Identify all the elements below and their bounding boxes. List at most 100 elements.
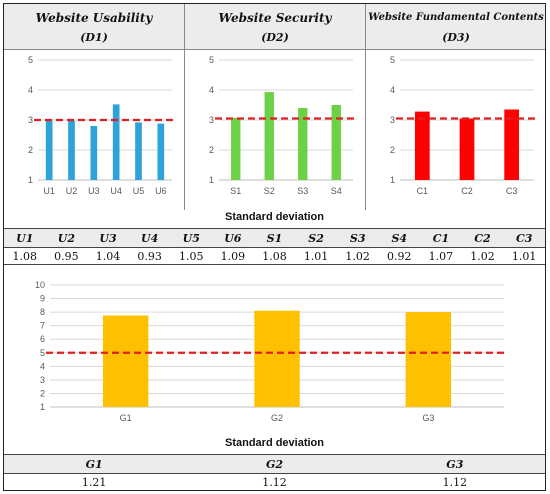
- x-tick-label: G3: [422, 413, 434, 423]
- x-tick-label: U4: [110, 186, 122, 196]
- fundamental-contents-bar-chart: 1 2 3 4 5 C1 C2 C3: [390, 55, 538, 196]
- sd-top-value-cell-2: 1.04: [95, 249, 121, 263]
- sd-bottom-value-cell-0: 1.21: [81, 475, 107, 489]
- bar-s2: [264, 92, 274, 180]
- sd-top-value-cell-12: 1.01: [511, 249, 537, 263]
- sd-bottom-header-cell-1: G2: [184, 454, 365, 474]
- panel-title-d1: Website Usability (D1): [4, 8, 184, 48]
- y-tick-label: 6: [40, 334, 45, 344]
- y-tick-label: 5: [40, 348, 45, 358]
- bar-u5: [135, 122, 142, 180]
- y-tick-label: 10: [35, 280, 45, 290]
- bar-u1: [45, 120, 53, 180]
- sd-top-value-cell-0: 1.08: [12, 249, 38, 263]
- sd-top-value-cell-5: 1.09: [220, 249, 246, 263]
- bar-u4: [112, 104, 120, 180]
- bar-c1: [414, 111, 430, 180]
- panel-divider-1: [184, 4, 185, 210]
- sd-top-value-cell-8: 1.02: [345, 249, 370, 263]
- y-tick-label: 8: [40, 307, 45, 317]
- x-tick-label: U2: [66, 186, 78, 196]
- bar-u6: [157, 123, 165, 180]
- sd-top-header-cell-2: U3: [87, 228, 129, 248]
- y-tick-label: 9: [40, 294, 45, 304]
- x-tick-label: C1: [417, 186, 429, 196]
- x-tick-label: S1: [230, 186, 241, 196]
- bar-s4: [331, 105, 341, 180]
- overall-bar-chart: 1 2 3 4 5 6 7 8 9 10 G1 G2 G3: [35, 280, 508, 423]
- sd-top-header-cell-10: C1: [420, 228, 462, 248]
- y-tick-label: 4: [40, 361, 45, 371]
- sd-bottom-header-cell-0: G1: [4, 454, 185, 474]
- sd-caption-bottom: Standard deviation: [224, 437, 325, 449]
- sd-top-value-cell-1: 0.95: [54, 249, 79, 263]
- x-tick-label: C2: [461, 186, 473, 196]
- y-tick-label: 7: [40, 321, 45, 331]
- y-tick-label: 3: [390, 115, 395, 125]
- sd-table-top: U1 U2 U3 U4 U5 U6 S1 S2 S3 S4 C1 C2 C3 1.08 0.95 1.04 0…: [4, 228, 545, 264]
- y-tick-label: 5: [390, 55, 395, 65]
- sd-top-header-cell-12: C3: [503, 228, 545, 248]
- x-tick-label: U5: [133, 186, 145, 196]
- panel-subtitle-d1: (D1): [80, 31, 108, 44]
- y-tick-label: 3: [209, 115, 214, 125]
- bar-g2: [254, 310, 300, 407]
- y-tick-label: 1: [40, 402, 45, 412]
- y-tick-label: 2: [40, 388, 45, 398]
- sd-table-bottom: G1 G2 G3 1.21 1.12 1.12: [4, 454, 545, 490]
- y-tick-label: 4: [28, 85, 33, 95]
- x-tick-label: U1: [43, 186, 55, 196]
- y-tick-label: 3: [40, 375, 45, 385]
- panel-title-d2-text: Website Security: [218, 11, 332, 25]
- y-tick-label: 2: [209, 145, 214, 155]
- panel-subtitle-d2: (D2): [261, 31, 289, 44]
- sd-top-value-cell-6: 1.08: [262, 249, 287, 263]
- section-divider: [4, 264, 545, 265]
- y-tick-label: 3: [28, 115, 33, 125]
- sd-table-bottom-values: 1.21 1.12 1.12: [4, 474, 545, 491]
- sd-top-value-cell-9: 0.92: [387, 249, 412, 263]
- security-bar-chart: 1 2 3 4 5 S1 S2 S3 S4: [209, 55, 357, 196]
- sd-top-header-cell-7: S2: [295, 228, 337, 248]
- sd-top-value-cell-3: 0.93: [137, 249, 162, 263]
- sd-top-header-cell-8: S3: [336, 228, 379, 248]
- panel-divider-2: [365, 4, 366, 210]
- y-tick-label: 5: [28, 55, 33, 65]
- sd-bottom-value-cell-2: 1.12: [442, 475, 468, 489]
- x-tick-label: S4: [331, 186, 342, 196]
- panel-title-d3-text: Website Fundamental Contents: [368, 12, 544, 23]
- panel-title-d3: Website Fundamental Contents (D3): [366, 8, 546, 48]
- y-tick-label: 2: [390, 145, 395, 155]
- y-tick-label: 4: [209, 85, 214, 95]
- y-tick-label: 2: [28, 145, 33, 155]
- panel-title-d1-text: Website Usability: [35, 11, 153, 25]
- x-tick-label: C3: [506, 186, 518, 196]
- panel-header-band: [4, 4, 545, 50]
- sd-table-bottom-header: G1 G2 G3: [4, 454, 545, 474]
- y-tick-label: 1: [209, 175, 214, 185]
- x-tick-label: U3: [88, 186, 100, 196]
- usability-bar-chart: 1 2 3 4 5 U1 U2 U3 U4 U5 U6: [28, 55, 176, 196]
- sd-top-header-cell-1: U2: [45, 228, 88, 248]
- x-tick-label: S3: [297, 186, 308, 196]
- y-tick-label: 1: [28, 175, 33, 185]
- bar-s3: [298, 108, 308, 180]
- bar-u3: [90, 126, 98, 180]
- sd-bottom-header-cell-2: G3: [364, 454, 545, 474]
- sd-top-value-cell-4: 1.05: [178, 249, 204, 263]
- sd-table-top-values: 1.08 0.95 1.04 0.93 1.05 1.09 1.08 1.01 1.02 0.92…: [4, 248, 545, 265]
- x-tick-label: G1: [120, 413, 132, 423]
- sd-top-value-cell-10: 1.07: [428, 249, 454, 263]
- sd-bottom-value-cell-1: 1.12: [262, 475, 287, 489]
- y-tick-label: 4: [390, 85, 395, 95]
- figure-frame: Website Usability (D1) Website Security …: [3, 3, 546, 491]
- sd-table-top-header: U1 U2 U3 U4 U5 U6 S1 S2 S3 S4 C1 C2 C3: [4, 228, 545, 248]
- bar-g1: [102, 315, 149, 407]
- bar-c3: [504, 109, 520, 180]
- sd-top-value-cell-7: 1.01: [303, 249, 329, 263]
- sd-top-header-cell-11: C2: [461, 228, 504, 248]
- sd-top-header-cell-5: U6: [212, 228, 254, 248]
- sd-top-header-cell-3: U4: [128, 228, 171, 248]
- panel-subtitle-d3: (D3): [442, 31, 470, 44]
- x-tick-label: G2: [271, 413, 283, 423]
